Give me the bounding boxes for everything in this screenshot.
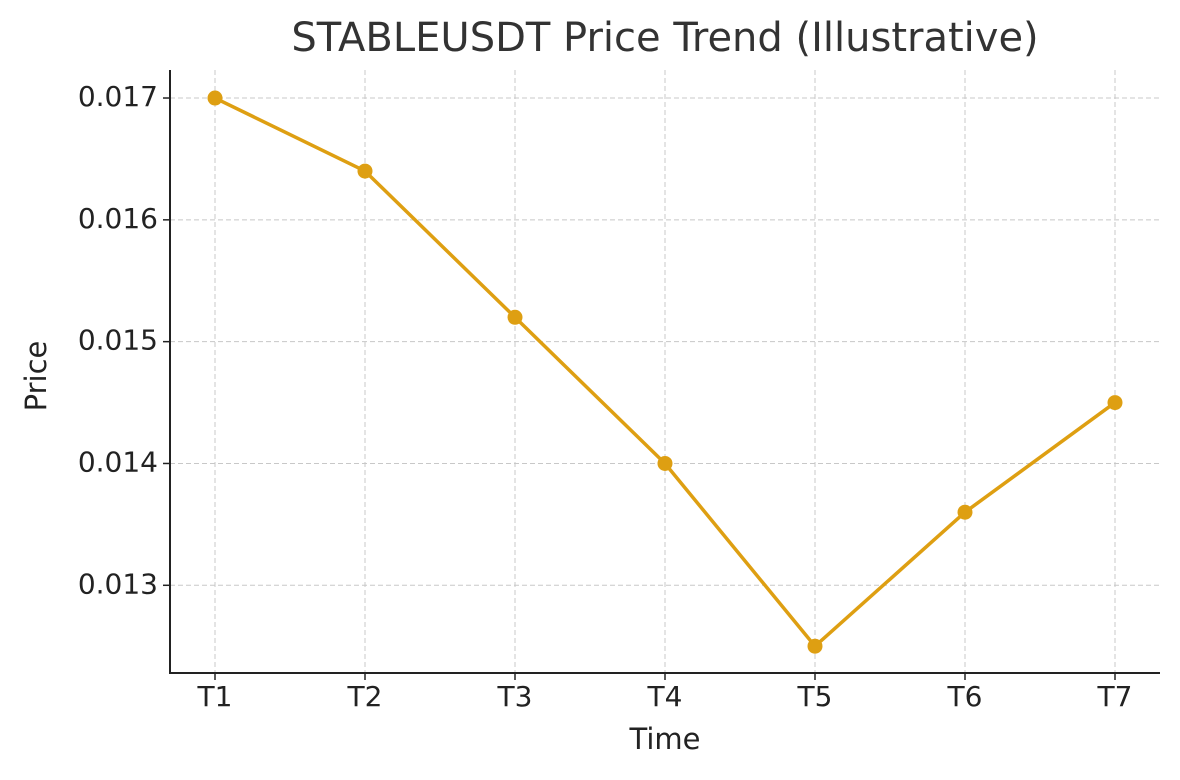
y-tick-label: 0.015 <box>78 324 158 357</box>
y-tick-label: 0.017 <box>78 80 158 113</box>
x-axis-label: Time <box>629 722 701 756</box>
x-tick-label: T3 <box>497 680 533 713</box>
marker <box>507 309 523 325</box>
x-tick-label: T4 <box>647 680 683 713</box>
marker <box>207 90 223 106</box>
x-tick-label: T5 <box>797 680 833 713</box>
line <box>214 96 1117 648</box>
y-tick-label: 0.014 <box>78 445 158 478</box>
y-tick-label: 0.016 <box>78 202 158 235</box>
marker <box>957 504 973 520</box>
y-tick-label: 0.013 <box>78 567 158 600</box>
x-tick-label: T1 <box>197 680 233 713</box>
marker <box>807 638 823 654</box>
x-tick-label: T7 <box>1097 680 1133 713</box>
x-tick-label: T6 <box>947 680 983 713</box>
x-tick-label: T2 <box>347 680 383 713</box>
marker <box>1107 395 1123 411</box>
marker <box>357 163 373 179</box>
y-axis-label: Price <box>19 341 53 412</box>
marker <box>657 455 673 471</box>
chart-title: STABLEUSDT Price Trend (Illustrative) <box>291 15 1038 61</box>
